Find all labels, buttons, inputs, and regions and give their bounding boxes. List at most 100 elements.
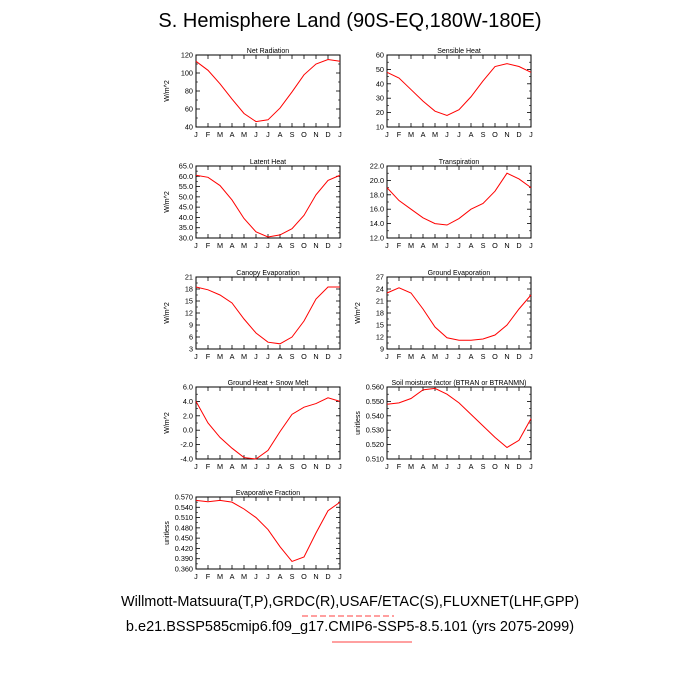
x-tick-label: M xyxy=(408,241,414,250)
x-tick-label: A xyxy=(230,241,235,250)
x-tick-label: O xyxy=(301,572,307,581)
x-tick-label: M xyxy=(217,572,223,581)
plot-frame xyxy=(386,165,532,239)
x-tick-label: M xyxy=(408,462,414,471)
x-tick-label: M xyxy=(217,241,223,250)
y-tick-label: 55.0 xyxy=(179,182,193,191)
x-tick-label: J xyxy=(266,572,270,581)
plot-frame xyxy=(386,276,532,350)
x-tick-label: A xyxy=(278,352,283,361)
x-tick-label: A xyxy=(230,130,235,139)
x-tick-label: N xyxy=(313,462,318,471)
y-tick-label: 20.0 xyxy=(370,176,384,185)
x-tick-label: J xyxy=(254,572,258,581)
chart-panel: Ground Heat + Snow Melt -4.0 -2.0 0.0 2.0 4.0… xyxy=(164,380,342,471)
x-tick-label: O xyxy=(492,130,498,139)
y-tick-label: 0.560 xyxy=(366,383,384,392)
x-tick-label: A xyxy=(278,572,283,581)
chart-panel: Soil moisture factor (BTRAN or BTRANMN) 0… xyxy=(355,380,533,471)
x-tick-label: J xyxy=(385,352,389,361)
plot-frame xyxy=(195,276,341,350)
y-tick-label: 120 xyxy=(181,51,193,60)
x-tick-label: J xyxy=(266,352,270,361)
x-tick-label: F xyxy=(397,462,402,471)
x-tick-label: J xyxy=(254,241,258,250)
x-tick-label: A xyxy=(278,241,283,250)
x-tick-label: M xyxy=(408,130,414,139)
x-tick-label: N xyxy=(313,572,318,581)
y-tick-label: 60.0 xyxy=(179,172,193,181)
x-tick-label: J xyxy=(266,130,270,139)
y-tick-label: 14.0 xyxy=(370,219,384,228)
x-tick-label: M xyxy=(241,130,247,139)
page-title: S. Hemisphere Land (90S-EQ,180W-180E) xyxy=(158,10,542,32)
x-tick-label: M xyxy=(241,352,247,361)
x-tick-label: F xyxy=(397,241,402,250)
x-tick-label: D xyxy=(516,130,521,139)
x-tick-label: D xyxy=(325,572,330,581)
x-tick-label: M xyxy=(241,241,247,250)
x-tick-label: D xyxy=(516,352,521,361)
y-tick-label: -4.0 xyxy=(180,455,193,464)
x-tick-label: A xyxy=(421,352,426,361)
series-line xyxy=(386,172,532,226)
x-tick-label: J xyxy=(529,352,533,361)
y-tick-label: 12 xyxy=(185,309,193,318)
x-tick-label: D xyxy=(516,462,521,471)
y-tick-label: 27 xyxy=(376,273,384,282)
chart-title: Net Radiation xyxy=(247,48,290,55)
plot-frame xyxy=(195,165,341,239)
x-tick-label: F xyxy=(206,572,211,581)
x-tick-label: M xyxy=(217,462,223,471)
x-tick-label: A xyxy=(421,462,426,471)
y-tick-label: 0.540 xyxy=(366,411,384,420)
series-line xyxy=(195,499,341,563)
plot-frame xyxy=(386,386,532,460)
x-tick-label: M xyxy=(408,352,414,361)
chart-panel: Latent Heat 30.0 35.040.045.0 50.055.060.06… xyxy=(164,159,342,250)
x-tick-label: S xyxy=(481,462,486,471)
y-tick-label: 35.0 xyxy=(179,223,193,232)
chart-title: Soil moisture factor (BTRAN or BTRANMN) xyxy=(392,380,527,387)
x-tick-label: O xyxy=(301,352,307,361)
x-tick-label: O xyxy=(492,352,498,361)
chart-panel: Evaporative Fraction 0.360 0.3900.4200.450… xyxy=(164,490,342,581)
x-tick-label: D xyxy=(325,462,330,471)
x-tick-label: J xyxy=(266,241,270,250)
x-tick-label: N xyxy=(504,352,509,361)
y-tick-label: 50.0 xyxy=(179,192,193,201)
chart-title: Canopy Evaporation xyxy=(236,270,300,277)
y-tick-label: 80 xyxy=(185,87,193,96)
y-axis-label: W/m^2 xyxy=(164,80,171,102)
x-tick-label: J xyxy=(194,241,198,250)
x-tick-label: S xyxy=(481,352,486,361)
series-line xyxy=(195,397,341,460)
x-tick-label: J xyxy=(385,462,389,471)
x-tick-label: A xyxy=(469,241,474,250)
y-tick-label: 9 xyxy=(380,345,384,354)
y-tick-label: 6.0 xyxy=(183,383,193,392)
y-tick-label: 0.360 xyxy=(175,565,193,574)
x-tick-label: S xyxy=(290,462,295,471)
x-tick-label: N xyxy=(313,130,318,139)
y-tick-label: 15 xyxy=(376,321,384,330)
y-tick-label: 0.570 xyxy=(175,493,193,502)
chart-title: Ground Evaporation xyxy=(428,270,491,277)
x-tick-label: J xyxy=(194,130,198,139)
y-tick-label: 16.0 xyxy=(370,205,384,214)
x-tick-label: A xyxy=(421,130,426,139)
series-line xyxy=(386,63,532,117)
y-tick-label: 0.0 xyxy=(183,426,193,435)
chart-title: Evaporative Fraction xyxy=(236,490,300,497)
series-line xyxy=(386,387,532,449)
x-tick-label: N xyxy=(504,130,509,139)
x-tick-label: J xyxy=(194,462,198,471)
y-tick-label: 2.0 xyxy=(183,411,193,420)
y-tick-label: 24 xyxy=(376,285,384,294)
y-tick-label: 30.0 xyxy=(179,234,193,243)
y-tick-label: 0.550 xyxy=(366,397,384,406)
x-tick-label: J xyxy=(457,241,461,250)
